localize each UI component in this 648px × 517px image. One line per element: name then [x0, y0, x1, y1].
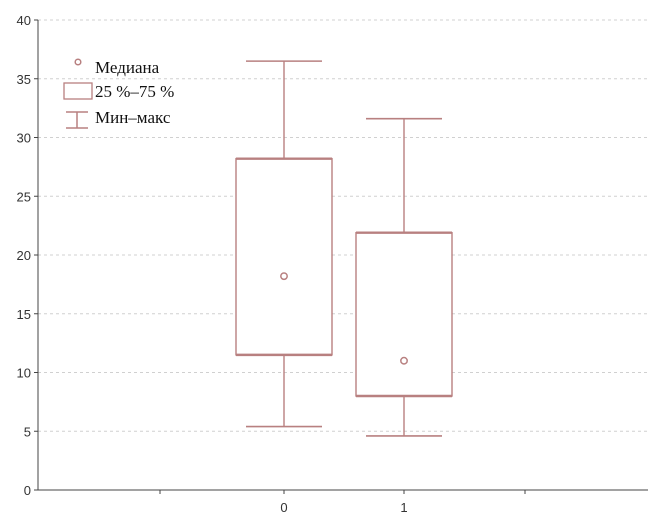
legend-whisker-marker	[66, 111, 88, 129]
x-tick-label: 0	[280, 500, 287, 515]
y-tick-label: 30	[17, 131, 31, 146]
y-tick-label: 5	[24, 424, 31, 439]
x-tick-label: 1	[400, 500, 407, 515]
legend-box-label: 25 %–75 %	[95, 82, 174, 101]
y-tick-label: 25	[17, 189, 31, 204]
median-point	[280, 272, 288, 281]
y-tick-label: 20	[17, 248, 31, 263]
y-ticks: 0 5 10 15 20 25 30 35 40	[17, 13, 38, 498]
y-tick-label: 0	[24, 483, 31, 498]
boxes	[235, 60, 453, 437]
legend-median-label: Медиана	[95, 58, 160, 77]
y-tick-label: 40	[17, 13, 31, 28]
y-tick-label: 35	[17, 72, 31, 87]
legend-box-marker	[63, 82, 93, 100]
box-group-0	[235, 60, 333, 428]
box-group-1	[355, 117, 453, 437]
legend-median-marker	[74, 58, 82, 66]
y-tick-label: 10	[17, 366, 31, 381]
y-tick-label: 15	[17, 307, 31, 322]
median-point	[400, 356, 408, 365]
legend: Медиана 25 %–75 % Мин–макс	[63, 58, 174, 129]
iqr-box	[355, 231, 453, 397]
legend-whisker-label: Мин–макс	[95, 108, 171, 127]
iqr-box	[235, 157, 333, 356]
